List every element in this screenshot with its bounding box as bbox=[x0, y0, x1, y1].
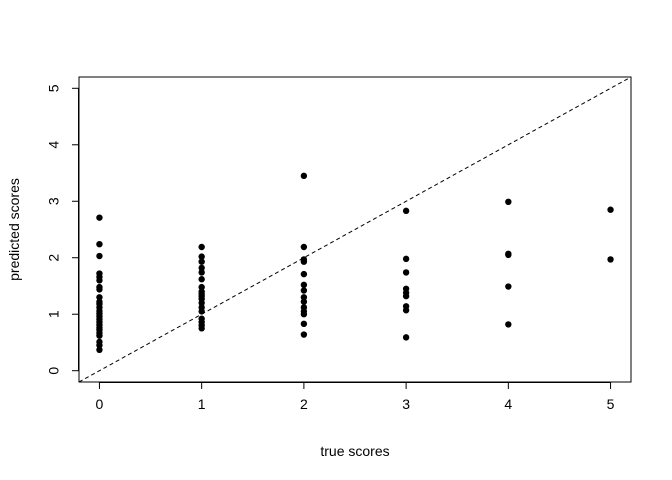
identity-reference-line bbox=[78, 76, 632, 383]
data-point bbox=[505, 198, 512, 206]
data-point bbox=[198, 258, 205, 265]
data-point bbox=[402, 255, 410, 263]
data-points bbox=[96, 172, 614, 354]
y-tick-label: 3 bbox=[46, 197, 62, 205]
y-tick-label: 5 bbox=[46, 84, 62, 92]
data-point bbox=[96, 240, 103, 248]
data-point bbox=[300, 331, 308, 338]
data-point bbox=[198, 269, 205, 276]
data-point bbox=[300, 172, 308, 180]
data-point bbox=[198, 264, 205, 272]
data-point bbox=[402, 334, 410, 341]
data-point bbox=[402, 269, 410, 276]
data-point bbox=[300, 281, 308, 289]
y-tick-label: 0 bbox=[46, 367, 62, 375]
data-point bbox=[198, 283, 205, 291]
x-axis: 0 1 2 3 4 5 bbox=[96, 382, 615, 412]
reference-line-layer bbox=[78, 76, 632, 383]
y-tick-label: 1 bbox=[46, 310, 62, 318]
data-point bbox=[607, 256, 614, 263]
data-point bbox=[198, 253, 205, 260]
data-point bbox=[96, 252, 103, 260]
data-point bbox=[300, 298, 308, 305]
data-point bbox=[300, 287, 308, 294]
x-tick-label: 2 bbox=[300, 396, 308, 412]
data-point bbox=[96, 294, 103, 301]
data-point bbox=[96, 277, 103, 284]
data-point bbox=[198, 299, 205, 307]
x-axis-label: true scores bbox=[320, 443, 389, 459]
x-tick-label: 1 bbox=[198, 396, 206, 412]
y-axis-label: predicted scores bbox=[6, 178, 22, 281]
x-tick-label: 4 bbox=[504, 396, 512, 412]
data-point bbox=[300, 294, 308, 301]
data-point bbox=[505, 283, 512, 290]
x-tick-label: 3 bbox=[402, 396, 410, 412]
y-tick-label: 2 bbox=[46, 254, 62, 262]
data-point bbox=[300, 320, 308, 328]
x-tick-label: 0 bbox=[96, 396, 104, 412]
data-point bbox=[198, 325, 205, 332]
data-point bbox=[96, 214, 103, 221]
data-point bbox=[402, 307, 410, 314]
y-tick-label: 4 bbox=[46, 141, 62, 149]
data-point bbox=[96, 286, 103, 293]
data-point bbox=[402, 207, 410, 215]
data-point bbox=[96, 342, 103, 349]
data-point bbox=[96, 332, 103, 339]
data-point bbox=[300, 311, 308, 318]
data-point bbox=[402, 292, 410, 300]
data-point bbox=[300, 270, 308, 278]
data-point bbox=[198, 243, 205, 251]
x-tick-label: 5 bbox=[607, 396, 615, 412]
data-point bbox=[300, 258, 308, 265]
data-point bbox=[505, 321, 512, 328]
data-point bbox=[300, 243, 308, 251]
data-point bbox=[505, 251, 512, 259]
y-axis: 0 1 2 3 4 5 bbox=[46, 84, 79, 375]
data-point bbox=[96, 346, 103, 354]
data-point bbox=[198, 308, 205, 315]
data-point bbox=[607, 206, 614, 213]
data-point bbox=[198, 276, 205, 283]
